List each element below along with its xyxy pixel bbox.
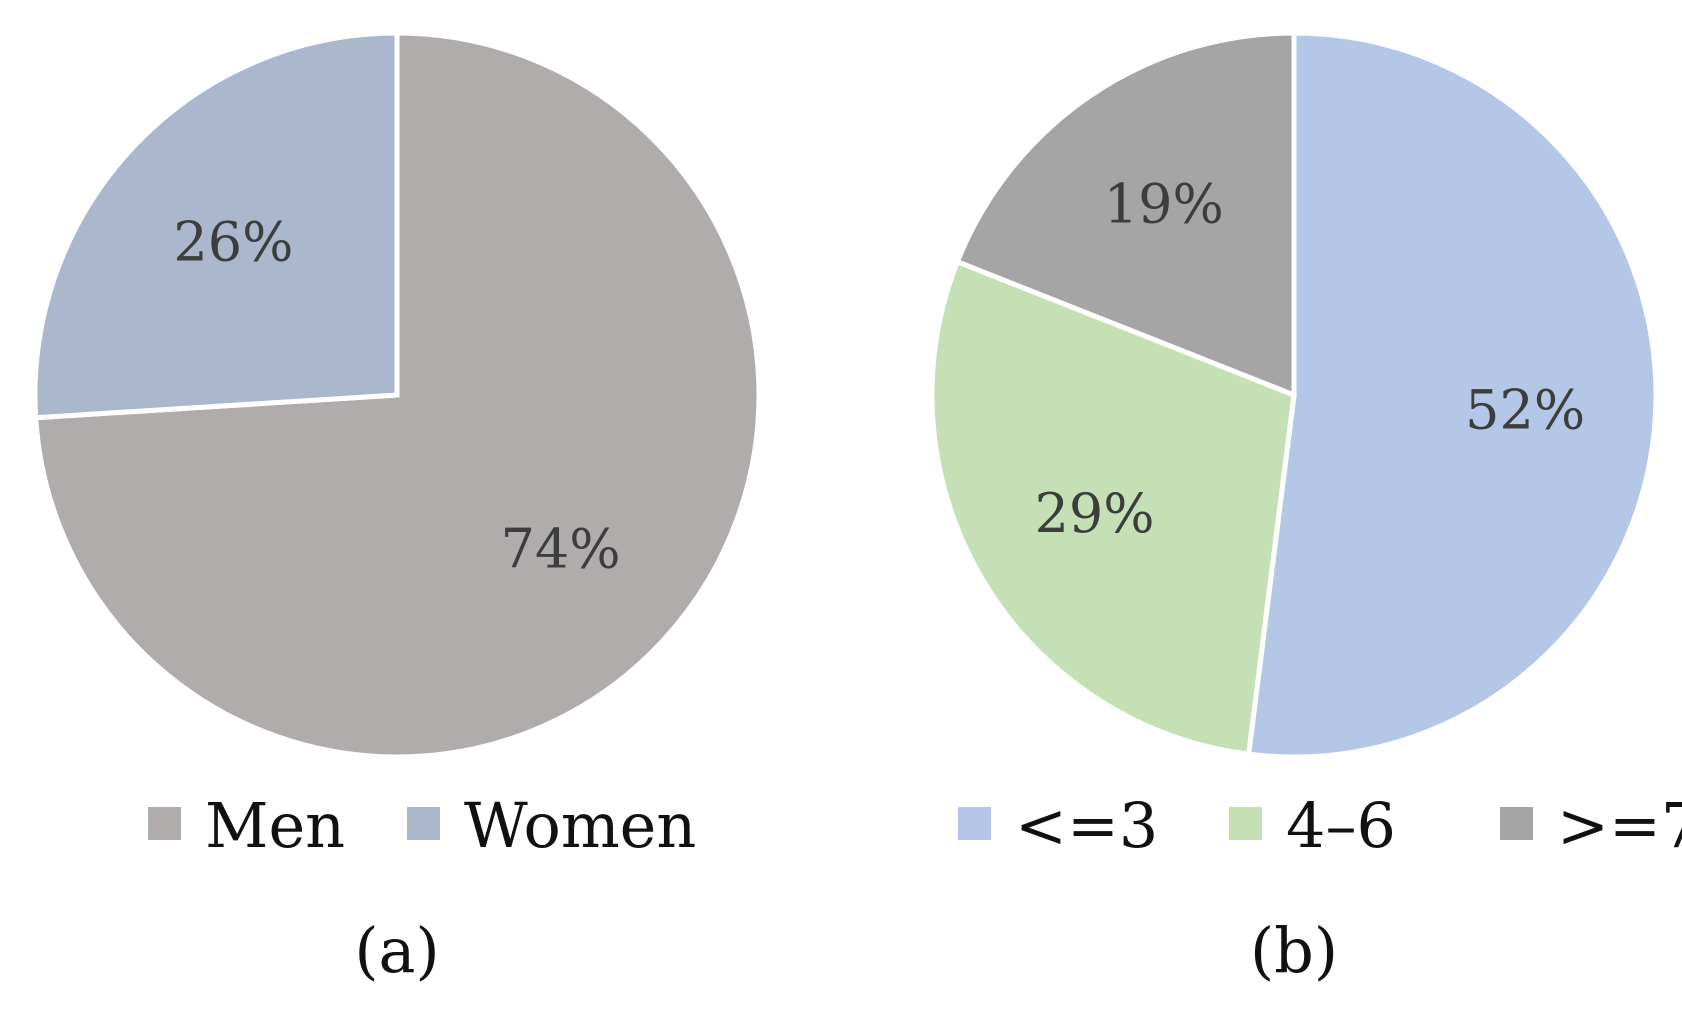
slice-value-label-ge-7: 19%	[1104, 172, 1224, 235]
legend-label-women: Women	[464, 789, 696, 862]
legend-label-4-6: 4–6	[1286, 789, 1396, 862]
pie-slice-women	[32, 30, 400, 421]
slice-value-label-4-6: 29%	[1035, 482, 1155, 545]
pie-slice-ge-7	[954, 30, 1297, 399]
slice-value-label-women: 26%	[173, 210, 293, 273]
pie-chart-a: 74% 26% Men Women (a)	[32, 30, 762, 987]
legend-swatch-ge-7	[1500, 807, 1533, 840]
panel-label-a: (a)	[354, 914, 439, 987]
legend-swatch-men	[148, 807, 181, 840]
pie-slice-4-6	[929, 258, 1297, 757]
slice-value-label-le-3: 52%	[1465, 379, 1585, 442]
pie-slice-le-3	[1245, 30, 1659, 760]
legend-label-le-3: <=3	[1015, 789, 1158, 862]
panel-label-b: (b)	[1250, 914, 1338, 987]
legend-label-ge-7: >=7	[1557, 789, 1682, 862]
slice-value-label-men: 74%	[501, 518, 621, 581]
legend-swatch-4-6	[1229, 807, 1262, 840]
pie-chart-b: 52% 29% 19% <=3 4–6 >=7 (b)	[929, 30, 1682, 987]
legend-label-men: Men	[205, 789, 345, 862]
legend-swatch-women	[407, 807, 440, 840]
legend-swatch-le-3	[958, 807, 991, 840]
